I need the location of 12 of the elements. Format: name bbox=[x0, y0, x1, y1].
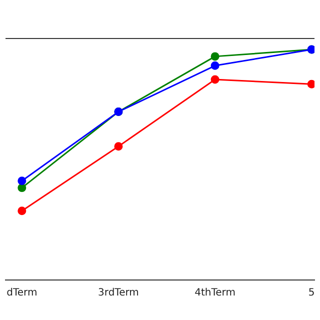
x-tick-label: 4thTerm bbox=[194, 288, 236, 299]
point bbox=[307, 80, 314, 88]
x-tick-label: 5 bbox=[308, 288, 315, 299]
point bbox=[210, 61, 220, 70]
point bbox=[210, 52, 220, 61]
point bbox=[18, 184, 26, 192]
point bbox=[210, 75, 220, 84]
x-tick-label: dTerm bbox=[6, 288, 38, 299]
x-tick-label: 3rdTerm bbox=[98, 288, 139, 299]
point bbox=[18, 206, 26, 216]
point bbox=[114, 142, 123, 151]
point bbox=[18, 176, 26, 186]
